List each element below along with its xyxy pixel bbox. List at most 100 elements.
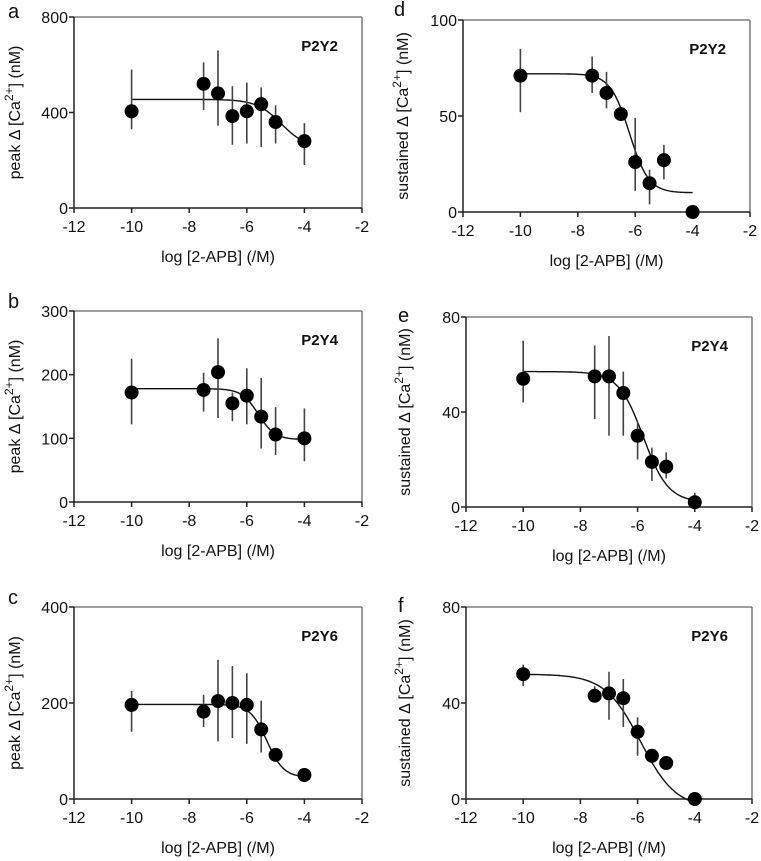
x-tick-label: -6 (240, 513, 254, 530)
y-tick-label: 300 (41, 304, 68, 321)
y-tick-label: 100 (41, 431, 68, 448)
x-axis-label: log [2-APB] (/M) (550, 253, 664, 270)
y-label-text: sustained Δ [Ca (397, 384, 414, 496)
x-tick-label: -6 (630, 810, 644, 827)
y-tick-label: 200 (41, 368, 68, 385)
data-point (644, 748, 659, 763)
data-point (268, 115, 283, 130)
x-tick-label: -2 (743, 223, 757, 240)
data-point (297, 134, 312, 149)
data-point (616, 691, 631, 706)
y-label-text: peak Δ [Ca (7, 691, 24, 769)
x-axis-label: log [2-APB] (/M) (161, 840, 275, 857)
y-label-text: sustained Δ [Ca (397, 675, 414, 787)
y-tick-label: 0 (451, 500, 460, 517)
x-tick-label: -2 (355, 810, 369, 827)
panel-letter: f (398, 595, 404, 617)
data-point (268, 427, 283, 442)
y-tick-label: 0 (59, 792, 68, 809)
data-point (297, 768, 312, 782)
data-point (687, 792, 702, 806)
panel-title: P2Y2 (301, 38, 338, 55)
data-point (225, 396, 240, 411)
panel-a: -12 -10 -8 -6 -4 -2 0 400 800 log [2-APB] (/M) pea… (2, 1, 369, 266)
panel-title: P2Y6 (691, 628, 728, 645)
x-tick-label: -12 (62, 810, 85, 827)
panel-f: -12 -10 -8 -6 -4 -2 0 40 80 log [2-APB] (/M) susta… (392, 595, 759, 857)
data-point (196, 76, 211, 91)
y-label-text-end: ] (nM) (397, 619, 414, 661)
panel-title: P2Y2 (689, 41, 726, 58)
data-point (254, 97, 269, 112)
y-axis-label: peak Δ [Ca2+] (nM) (2, 340, 24, 474)
x-tick-label: -4 (297, 219, 311, 236)
data-point (687, 495, 702, 510)
y-tick-label: 80 (442, 600, 460, 617)
x-tick-label: -4 (297, 810, 311, 827)
x-tick-label: -2 (355, 219, 369, 236)
data-point (616, 386, 631, 400)
data-point (211, 365, 225, 380)
panel-letter: e (398, 305, 409, 327)
y-label-text-end: ] (nM) (395, 32, 412, 74)
y-axis-label: peak Δ [Ca2+] (nM) (2, 46, 24, 180)
x-axis-label: log [2-APB] (/M) (161, 249, 275, 266)
data-point (211, 694, 225, 709)
x-tick-label: -4 (688, 518, 702, 535)
data-point (656, 153, 671, 168)
x-tick-label: -12 (62, 219, 85, 236)
data-point (124, 104, 139, 119)
y-label-text: sustained Δ [Ca (395, 88, 412, 200)
data-point (225, 696, 240, 710)
data-point (297, 431, 312, 446)
y-label-superscript: 2+ (2, 678, 16, 692)
y-label-superscript: 2+ (2, 87, 16, 101)
x-tick-label: -8 (571, 223, 585, 240)
data-point (659, 459, 674, 474)
x-tick-label: -12 (62, 513, 85, 530)
data-point (225, 109, 240, 124)
panel-c: -12 -10 -8 -6 -4 -2 0 200 400 log [2-APB] (/M) pea… (2, 587, 369, 857)
data-point (630, 428, 645, 443)
data-point (254, 722, 269, 737)
x-tick-label: -12 (454, 518, 477, 535)
x-tick-label: -8 (573, 518, 587, 535)
x-tick-label: -12 (454, 810, 477, 827)
y-label-text-end: ] (nM) (7, 46, 24, 88)
data-point (124, 385, 139, 400)
x-tick-label: -10 (512, 518, 535, 535)
y-tick-label: 0 (59, 201, 68, 218)
x-tick-label: -8 (182, 810, 196, 827)
y-tick-label: 40 (442, 696, 460, 713)
data-point (516, 371, 531, 386)
data-point (268, 747, 283, 762)
x-tick-label: -2 (745, 810, 759, 827)
x-tick-label: -10 (120, 219, 143, 236)
data-point (513, 68, 528, 83)
panel-letter: a (8, 1, 20, 23)
y-tick-label: 80 (442, 310, 460, 327)
panel-b: -12 -10 -8 -6 -4 -2 0 100 200 300 log [2-APB] (/M)… (2, 291, 369, 560)
x-tick-label: -2 (355, 513, 369, 530)
y-label-superscript: 2+ (390, 74, 404, 88)
data-point (196, 382, 211, 397)
panel-letter: c (8, 587, 18, 609)
panel-letter: d (394, 0, 405, 21)
data-point (630, 724, 645, 739)
y-tick-label: 800 (41, 10, 68, 27)
data-point (628, 155, 643, 170)
y-axis-label: sustained Δ [Ca2+] (nM) (392, 328, 414, 496)
data-point (587, 688, 602, 703)
y-tick-label: 0 (59, 495, 68, 512)
data-point (239, 388, 254, 403)
data-point (602, 369, 616, 384)
x-tick-label: -6 (240, 219, 254, 236)
x-tick-label: -8 (182, 513, 196, 530)
x-axis-label: log [2-APB] (/M) (552, 840, 666, 857)
data-point (124, 697, 139, 712)
x-tick-label: -10 (509, 223, 532, 240)
x-tick-label: -6 (630, 518, 644, 535)
data-point (685, 205, 700, 219)
y-label-text-end: ] (nM) (397, 328, 414, 370)
panel-letter: b (8, 291, 19, 313)
